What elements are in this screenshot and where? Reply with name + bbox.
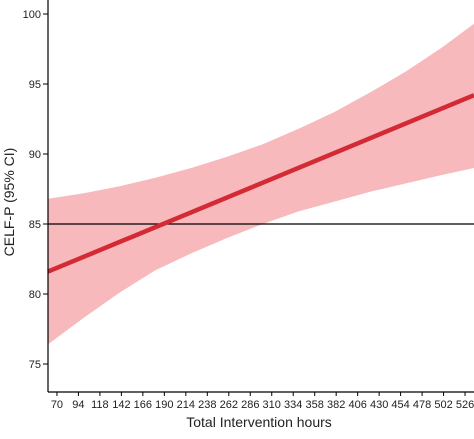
x-tick-label-430: 430 [370, 399, 388, 411]
x-tick-label-502: 502 [434, 399, 452, 411]
x-tick-label-310: 310 [263, 399, 281, 411]
y-tick-label-90: 90 [29, 149, 41, 161]
x-tick-label-142: 142 [112, 399, 130, 411]
x-tick-label-286: 286 [241, 399, 259, 411]
x-tick-label-454: 454 [391, 399, 409, 411]
y-tick-label-85: 85 [29, 219, 41, 231]
y-tick-label-80: 80 [29, 289, 41, 301]
fit-line-0 [47, 93, 474, 274]
x-tick-label-238: 238 [198, 399, 216, 411]
x-tick-label-358: 358 [306, 399, 324, 411]
x-tick-label-214: 214 [177, 399, 195, 411]
x-tick-label-94: 94 [72, 399, 84, 411]
x-tick-label-526: 526 [456, 399, 474, 411]
x-tick-label-478: 478 [413, 399, 431, 411]
x-tick-label-262: 262 [220, 399, 238, 411]
x-tick-label-166: 166 [134, 399, 152, 411]
x-tick-label-118: 118 [91, 399, 109, 411]
x-tick-label-70: 70 [51, 399, 63, 411]
y-tick-label-75: 75 [29, 359, 41, 371]
x-tick-label-190: 190 [155, 399, 173, 411]
x-tick-label-334: 334 [284, 399, 302, 411]
x-tick-label-382: 382 [327, 399, 345, 411]
series-layer [47, 93, 474, 274]
x-tick-label-406: 406 [348, 399, 366, 411]
y-axis-title: CELF-P (95% CI) [1, 148, 17, 257]
y-tick-label-100: 100 [23, 9, 41, 21]
y-tick-label-95: 95 [29, 79, 41, 91]
x-axis-title: Total Intervention hours [186, 414, 332, 430]
axis-layer: 75 80 85 90 95 100 70 94 118 142 166 190 214 238 262 28… [23, 0, 474, 411]
